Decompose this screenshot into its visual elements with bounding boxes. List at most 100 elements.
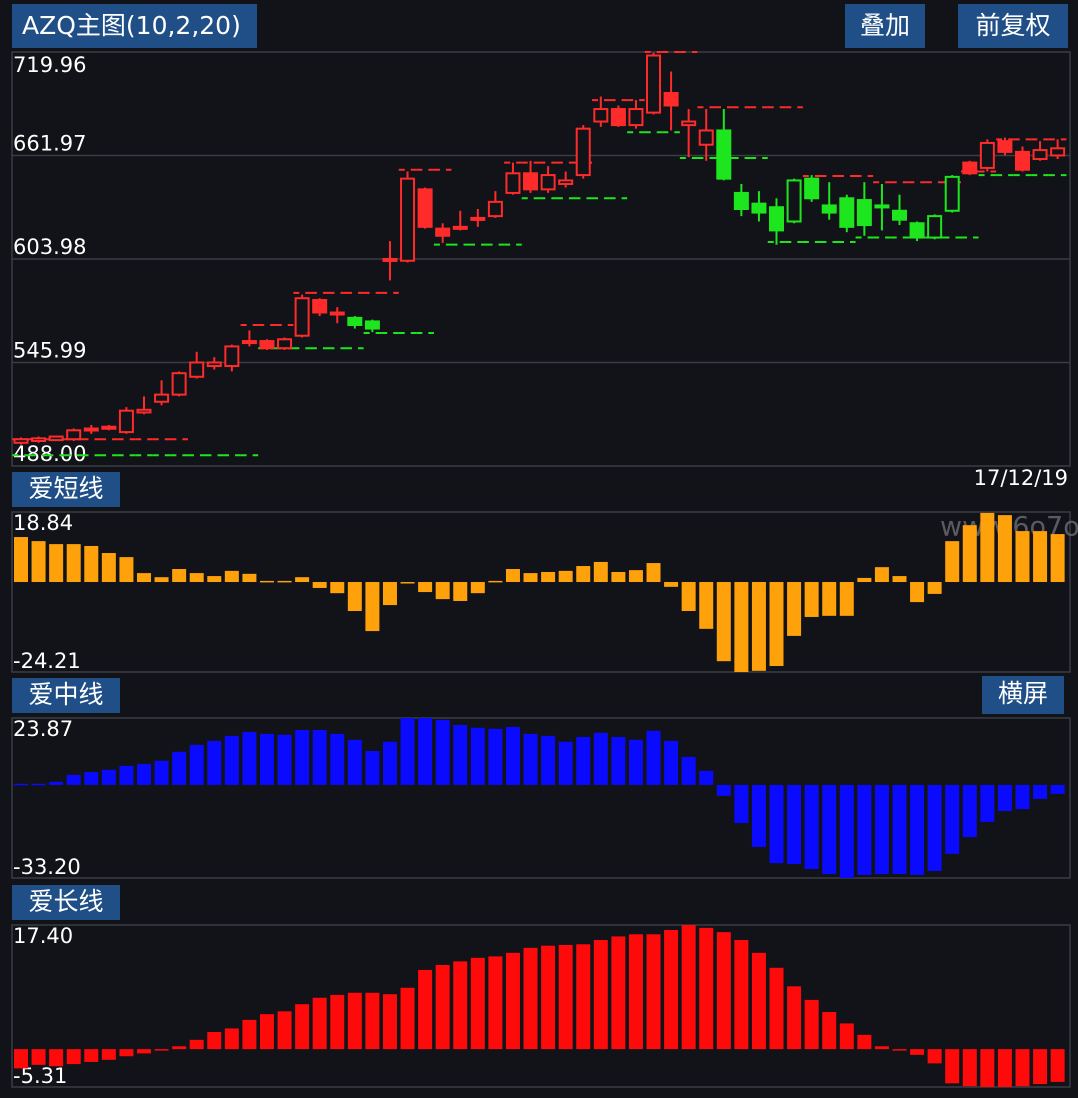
bar — [751, 784, 766, 847]
bar — [312, 997, 327, 1050]
bar — [418, 718, 433, 785]
candle-body — [610, 108, 626, 127]
y-tick-label: 545.99 — [13, 339, 86, 363]
bar — [365, 992, 380, 1050]
bar — [382, 741, 397, 785]
candle-body — [470, 216, 486, 221]
candle-body — [189, 361, 205, 378]
candle-body — [1050, 147, 1066, 157]
panel-title-box[interactable] — [12, 678, 120, 713]
candle-body — [66, 429, 82, 441]
bar — [172, 1046, 187, 1050]
bar — [716, 932, 731, 1050]
bar — [1015, 784, 1030, 810]
bar — [646, 730, 661, 785]
bar — [769, 784, 784, 864]
candle-body — [101, 425, 117, 430]
long-panel — [11, 924, 1071, 1088]
candle-body — [523, 172, 539, 191]
y-tick-label: 488.00 — [13, 442, 86, 466]
button[interactable] — [958, 4, 1068, 48]
bar — [681, 925, 696, 1050]
bar — [66, 774, 81, 785]
button-label[interactable]: 横屏 — [998, 679, 1048, 708]
bar — [14, 783, 28, 786]
bar — [435, 582, 450, 600]
bar — [505, 569, 520, 583]
bar — [277, 1011, 292, 1050]
bar — [541, 571, 556, 583]
candle-body — [154, 393, 170, 403]
bar — [84, 1049, 99, 1062]
candle-body — [646, 54, 662, 114]
bar — [593, 561, 608, 583]
bar — [224, 1028, 239, 1050]
bar — [172, 751, 187, 785]
y-tick-label: 661.97 — [13, 132, 86, 156]
candle-body — [294, 297, 310, 337]
candle-body — [892, 209, 907, 221]
bar — [734, 784, 749, 824]
bar — [488, 956, 503, 1050]
candle-body — [909, 222, 925, 239]
bar — [593, 939, 608, 1050]
bar — [1050, 534, 1065, 583]
candle-body — [487, 200, 503, 218]
button-label[interactable]: 叠加 — [860, 11, 910, 40]
bar — [962, 525, 977, 583]
candle-body — [593, 108, 609, 123]
bar — [664, 582, 679, 587]
panel-title-box[interactable] — [12, 885, 120, 920]
bar — [418, 582, 433, 593]
bar — [84, 772, 99, 785]
bar — [31, 541, 46, 583]
candle-body — [435, 227, 451, 237]
chart-title[interactable]: AZQ主图(10,2,20) — [22, 11, 241, 40]
bar — [207, 1032, 222, 1050]
candle-body — [171, 372, 187, 396]
bar — [541, 735, 556, 785]
bar — [172, 569, 187, 583]
bar — [787, 986, 802, 1050]
bar — [734, 939, 749, 1050]
bar — [576, 736, 591, 785]
bar — [910, 784, 925, 875]
candle-body — [716, 129, 732, 180]
mid-panel — [11, 717, 1071, 879]
panel-title[interactable]: 爱中线 — [28, 680, 103, 709]
bar — [874, 567, 889, 583]
bar — [558, 741, 573, 785]
candle-body — [48, 435, 64, 442]
panel-title[interactable]: 爱短线 — [28, 474, 103, 503]
bar — [593, 732, 608, 785]
candle-body — [31, 437, 47, 443]
title-box[interactable] — [12, 4, 257, 48]
bar — [927, 784, 942, 871]
bar — [892, 576, 907, 583]
candle-body — [979, 141, 995, 169]
bar — [804, 784, 819, 870]
bar — [523, 947, 538, 1050]
bar — [910, 582, 925, 603]
bar — [224, 570, 239, 583]
button[interactable] — [982, 676, 1064, 714]
bar — [751, 582, 766, 671]
candle-body — [312, 299, 328, 314]
bar — [505, 726, 520, 785]
bar — [435, 719, 450, 785]
panel-title[interactable]: 爱长线 — [28, 887, 103, 916]
panel-title-box[interactable] — [12, 472, 120, 507]
bar — [49, 781, 64, 785]
bar — [101, 553, 116, 583]
bar — [857, 1034, 872, 1050]
bar — [453, 582, 468, 601]
bar — [822, 1012, 837, 1050]
bar — [189, 573, 204, 583]
bar — [611, 936, 626, 1050]
button-label[interactable]: 前复权 — [975, 11, 1050, 40]
candle-body — [575, 127, 591, 177]
candle-body — [804, 177, 820, 200]
button[interactable] — [845, 4, 925, 48]
bar — [259, 1014, 274, 1050]
bar — [154, 577, 169, 583]
